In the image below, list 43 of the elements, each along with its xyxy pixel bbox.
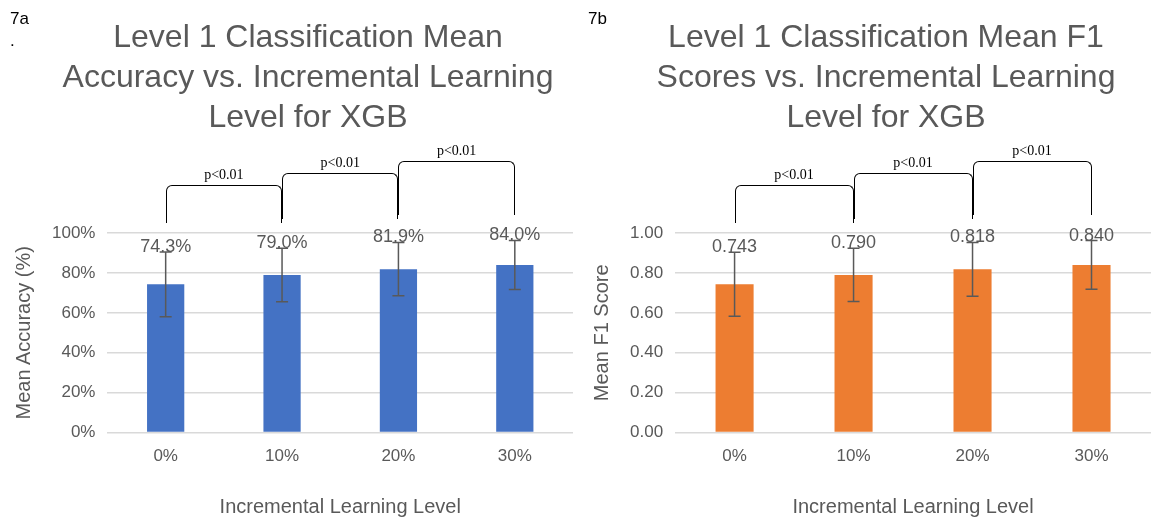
text: 7a [10,8,29,30]
data-label: 81.9% [372,226,424,247]
x-tick-label: 30% [497,446,532,466]
y-axis-title: Mean Accuracy (%) [11,246,34,420]
data-label: 0.790 [831,232,877,253]
x-axis-title: Incremental Learning Level [792,494,1034,517]
data-label: 0.818 [950,226,996,247]
y-tick-label: 0% [70,422,96,442]
data-label: 79.0% [256,232,308,253]
y-tick-label: 40% [61,342,96,362]
text: p<0.01 [203,166,245,183]
chart-title: Level 1 Classification Mean F1 Scores vs. Incremental Learning Level for XGB [655,17,1117,136]
data-label: 74.3% [140,235,192,256]
x-tick-label: 0% [722,446,747,466]
x-tick-label: 30% [1074,446,1109,466]
y-tick-label: 60% [61,302,96,322]
text: p<0.01 [892,154,934,171]
y-tick-label: 0.20 [629,382,664,402]
y-tick-label: 100% [52,222,96,242]
text: p<0.01 [319,154,361,171]
y-tick-label: 0.80 [629,262,664,282]
data-label: 0.840 [1068,224,1115,245]
data-label: 0.743 [712,236,758,257]
y-tick-label: 80% [61,262,96,282]
y-tick-label: 20% [61,382,96,402]
x-tick-label: 10% [836,446,871,466]
chart-title: Level 1 Classification Mean Accuracy vs. Incremental Learning Level for XGB [61,17,555,136]
text: p<0.01 [773,166,815,183]
x-tick-label: 20% [381,446,416,466]
x-tick-label: 10% [265,446,300,466]
data-label: 84.0% [489,224,541,245]
y-axis-title: Mean F1 Score [589,264,612,402]
x-tick-label: 20% [955,446,990,466]
y-tick-label: 1.00 [629,222,664,242]
y-tick-label: 0.40 [629,342,664,362]
x-tick-label: 0% [153,446,178,466]
y-tick-label: 0.00 [629,422,664,442]
y-tick-label: 0.60 [629,302,664,322]
text: 7b [588,8,607,30]
text: p<0.01 [1011,142,1053,159]
text: . [10,30,16,52]
text: p<0.01 [435,142,478,159]
x-axis-title: Incremental Learning Level [219,494,461,517]
